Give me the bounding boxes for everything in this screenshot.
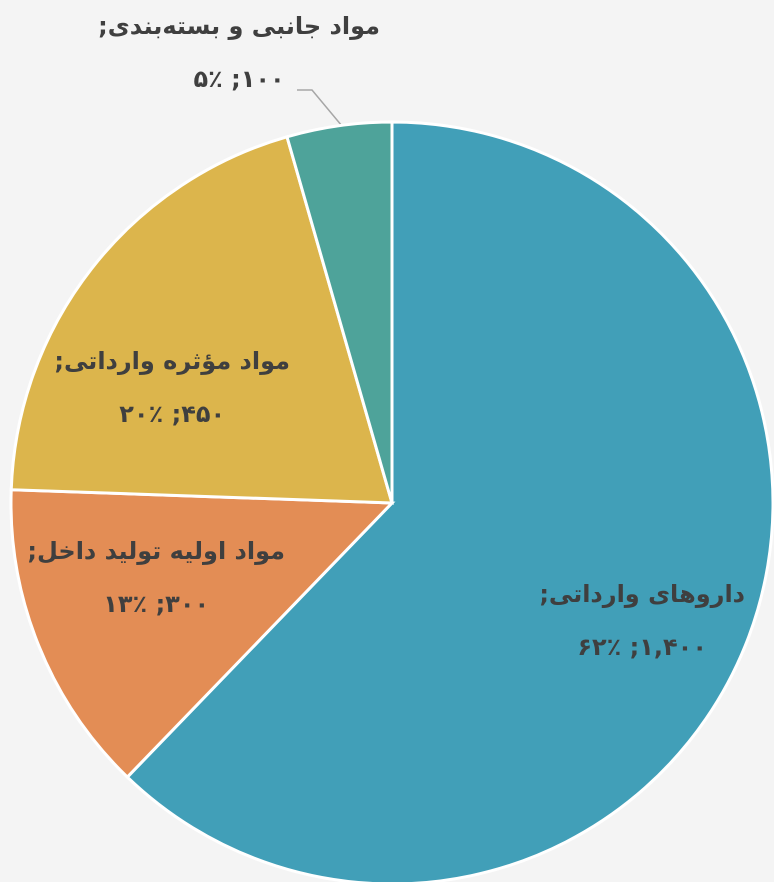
slice-label: مواد مؤثره وارداتی; ۴۵۰; ۲۰٪	[54, 335, 290, 441]
slice-label: مواد اولیه تولید داخل; ۳۰۰; ۱۳٪	[27, 525, 285, 631]
pie-slice	[125, 120, 774, 882]
slice-label: مواد جانبی و بسته‌بندی; ۱۰۰; ۵٪	[98, 0, 380, 106]
leader-line	[297, 89, 343, 127]
category-label: مواد جانبی و بسته‌بندی;	[98, 12, 380, 40]
slice-label: داروهای وارداتی; ۱,۴۰۰; ۶۲٪	[539, 568, 745, 674]
value-label: ۱۰۰;	[231, 65, 285, 93]
pie-slice	[9, 134, 395, 505]
value-label: ۳۰۰;	[155, 590, 210, 618]
percent-label: ۶۲٪	[577, 633, 622, 661]
percent-label: ۲۰٪	[119, 400, 164, 428]
value-line: ۴۵۰; ۲۰٪	[54, 388, 290, 441]
percent-label: ۵٪	[193, 65, 223, 93]
value-line: ۱۰۰; ۵٪	[98, 53, 380, 106]
category-label: مواد اولیه تولید داخل;	[27, 537, 285, 565]
pie-slice	[285, 120, 394, 504]
value-line: ۱,۴۰۰; ۶۲٪	[539, 621, 745, 674]
value-label: ۱,۴۰۰;	[629, 633, 707, 661]
value-label: ۴۵۰;	[171, 400, 226, 428]
category-label: مواد مؤثره وارداتی;	[54, 347, 290, 375]
percent-label: ۱۳٪	[103, 590, 148, 618]
category-label: داروهای وارداتی;	[539, 580, 745, 608]
value-line: ۳۰۰; ۱۳٪	[27, 578, 285, 631]
pie-slice	[9, 488, 396, 780]
